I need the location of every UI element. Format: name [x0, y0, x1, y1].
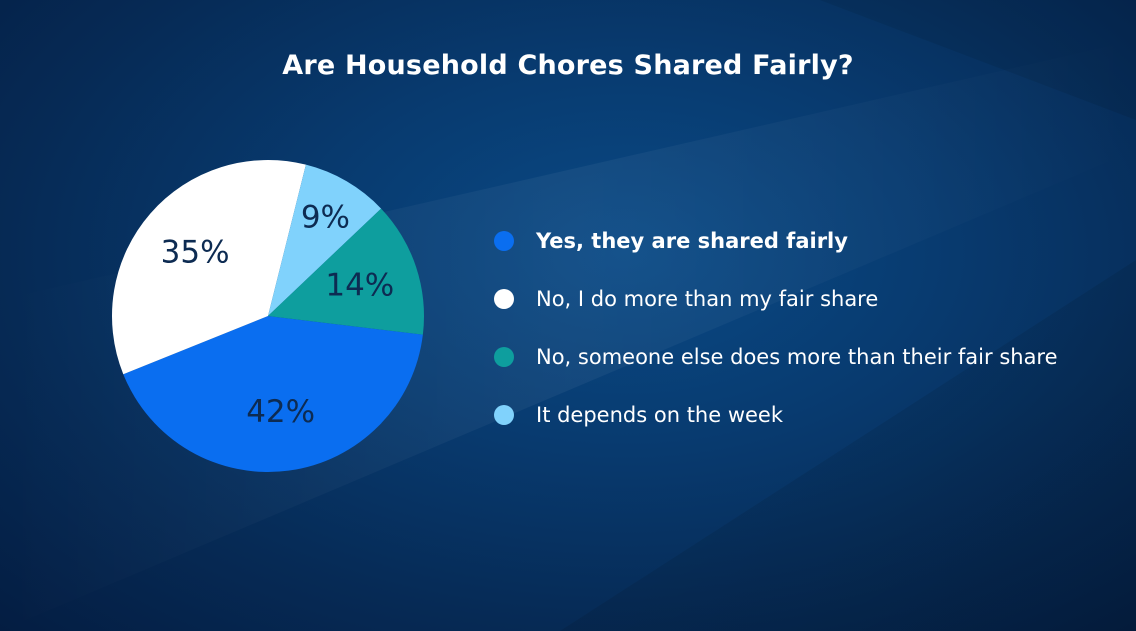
- legend-swatch-yes-shared-fairly: [494, 231, 514, 251]
- pie-slice-i-do-more: [111, 160, 306, 375]
- legend-label-i-do-more: No, I do more than my fair share: [536, 287, 879, 311]
- pie-label-depends-on-week: 9%: [301, 200, 350, 236]
- pie-slice-someone-else-does-more: [268, 208, 424, 335]
- legend-swatch-someone-else-does-more: [494, 347, 514, 367]
- legend: Yes, they are shared fairly No, I do more…: [494, 212, 1114, 444]
- pie-label-i-do-more: 35%: [161, 234, 230, 270]
- pie-slice-depends-on-week: [268, 164, 382, 316]
- legend-item-i-do-more: No, I do more than my fair share: [494, 270, 1114, 328]
- legend-label-yes-shared-fairly: Yes, they are shared fairly: [536, 229, 848, 253]
- legend-swatch-depends-on-week: [494, 405, 514, 425]
- legend-swatch-i-do-more: [494, 289, 514, 309]
- pie-label-yes-shared-fairly: 42%: [246, 394, 315, 430]
- legend-item-someone-else-does-more: No, someone else does more than their fa…: [494, 328, 1114, 386]
- chart-title: Are Household Chores Shared Fairly?: [282, 50, 854, 81]
- pie-slice-yes-shared-fairly: [123, 316, 423, 472]
- legend-label-depends-on-week: It depends on the week: [536, 403, 784, 427]
- legend-label-someone-else-does-more: No, someone else does more than their fa…: [536, 345, 1058, 369]
- pie-label-someone-else-does-more: 14%: [325, 268, 394, 304]
- legend-item-yes-shared-fairly: Yes, they are shared fairly: [494, 212, 1114, 270]
- legend-item-depends-on-week: It depends on the week: [494, 386, 1114, 444]
